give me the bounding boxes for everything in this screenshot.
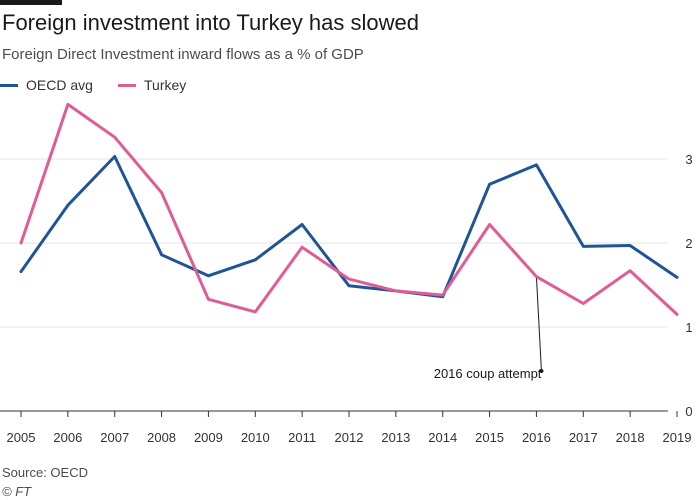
annotation-label: 2016 coup attempt [434, 366, 542, 381]
chart-subtitle: Foreign Direct Investment inward flows a… [2, 46, 364, 63]
source-note: Source: OECD [2, 465, 88, 480]
x-tick-label: 2017 [569, 430, 598, 445]
series-line-oecd [19, 155, 679, 299]
x-tick-label: 2010 [241, 430, 270, 445]
x-tick-label: 2005 [7, 430, 36, 445]
legend-swatch-oecd [0, 83, 18, 87]
x-tick-label: 2011 [288, 430, 316, 445]
x-tick-label: 2012 [335, 430, 364, 445]
legend-swatch-turkey [118, 83, 136, 87]
legend-item-turkey: Turkey [118, 77, 186, 93]
y-tick-label: 3 [685, 152, 692, 167]
brand-bar [0, 0, 62, 5]
x-tick-label: 2006 [53, 430, 82, 445]
x-tick-label: 2008 [147, 430, 176, 445]
y-tick-label: 1 [685, 320, 692, 335]
legend-label-turkey: Turkey [144, 77, 187, 93]
x-tick-label: 2015 [475, 430, 504, 445]
x-tick-label: 2019 [663, 430, 692, 445]
x-tick-label: 2007 [100, 430, 129, 445]
x-tick-label: 2018 [616, 430, 645, 445]
legend-label-oecd: OECD avg [26, 77, 93, 93]
y-tick-label: 2 [685, 236, 692, 251]
x-tick-label: 2016 [522, 430, 551, 445]
legend-item-oecd: OECD avg [0, 77, 93, 93]
series-line-turkey [19, 102, 679, 316]
x-tick-label: 2014 [428, 430, 457, 445]
line-chart: 0 1 2 3 2005 2006 2007 2008 2009 2010 2011 2012 2013… [0, 102, 693, 445]
x-tick-label: 2009 [194, 430, 223, 445]
y-tick-label: 0 [685, 404, 692, 419]
chart-title: Foreign investment into Turkey has slowe… [2, 10, 419, 35]
annotation-leader-line [535, 276, 542, 372]
copyright: © FT [2, 484, 32, 499]
x-tick-label: 2013 [381, 430, 410, 445]
annotation-dot [539, 369, 544, 373]
